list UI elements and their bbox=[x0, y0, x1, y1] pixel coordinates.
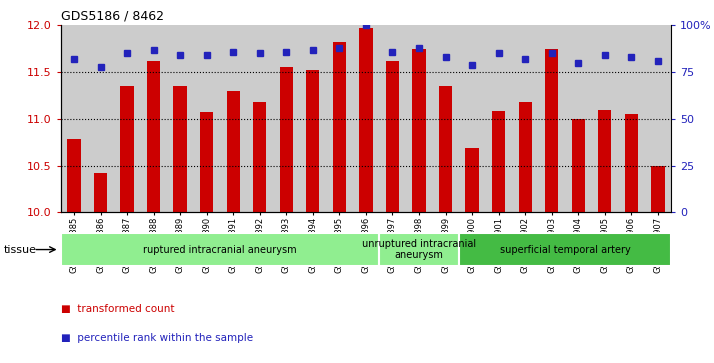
Bar bbox=[200, 112, 213, 212]
Bar bbox=[193, 25, 220, 212]
Bar bbox=[147, 61, 160, 212]
Bar bbox=[253, 102, 266, 212]
Text: GDS5186 / 8462: GDS5186 / 8462 bbox=[61, 9, 164, 22]
Bar bbox=[333, 42, 346, 212]
Bar bbox=[439, 86, 452, 212]
Bar bbox=[466, 148, 478, 212]
Bar bbox=[486, 25, 512, 212]
Bar bbox=[538, 25, 565, 212]
Text: tissue: tissue bbox=[4, 245, 36, 254]
Bar bbox=[413, 49, 426, 212]
Bar bbox=[459, 25, 486, 212]
Bar bbox=[280, 68, 293, 212]
Bar bbox=[512, 25, 538, 212]
Bar bbox=[141, 25, 167, 212]
Bar bbox=[565, 25, 591, 212]
Bar bbox=[353, 25, 379, 212]
Bar bbox=[167, 25, 193, 212]
Bar bbox=[598, 110, 611, 212]
Bar bbox=[651, 166, 665, 212]
Bar bbox=[359, 28, 373, 212]
Bar bbox=[645, 25, 671, 212]
Text: ■  transformed count: ■ transformed count bbox=[61, 303, 174, 314]
Bar bbox=[246, 25, 273, 212]
Bar bbox=[591, 25, 618, 212]
Bar bbox=[273, 25, 300, 212]
Bar bbox=[625, 114, 638, 212]
Bar bbox=[518, 102, 532, 212]
Bar bbox=[121, 86, 134, 212]
Bar bbox=[61, 25, 87, 212]
Bar bbox=[432, 25, 459, 212]
Bar bbox=[220, 25, 246, 212]
Text: ruptured intracranial aneurysm: ruptured intracranial aneurysm bbox=[143, 245, 297, 254]
Bar bbox=[174, 86, 187, 212]
Bar bbox=[326, 25, 353, 212]
Text: superficial temporal artery: superficial temporal artery bbox=[500, 245, 630, 254]
Bar bbox=[94, 173, 107, 212]
Bar bbox=[492, 111, 506, 212]
Bar bbox=[459, 233, 671, 266]
Bar bbox=[67, 139, 81, 212]
Bar bbox=[306, 70, 319, 212]
Bar bbox=[406, 25, 432, 212]
Bar bbox=[618, 25, 645, 212]
Bar bbox=[572, 119, 585, 212]
Bar bbox=[545, 49, 558, 212]
Bar bbox=[226, 91, 240, 212]
Bar bbox=[61, 233, 379, 266]
Bar bbox=[114, 25, 141, 212]
Text: unruptured intracranial
aneurysm: unruptured intracranial aneurysm bbox=[362, 239, 476, 260]
Bar bbox=[300, 25, 326, 212]
Bar bbox=[386, 61, 399, 212]
Text: ■  percentile rank within the sample: ■ percentile rank within the sample bbox=[61, 333, 253, 343]
Bar bbox=[379, 233, 459, 266]
Bar bbox=[379, 25, 406, 212]
Bar bbox=[87, 25, 114, 212]
